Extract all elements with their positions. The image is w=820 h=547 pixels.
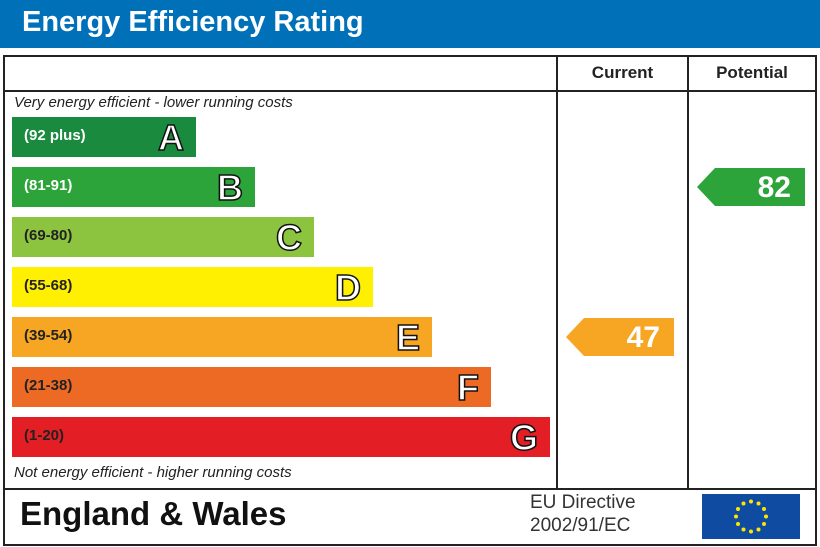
directive-line-1: EU Directive	[530, 492, 636, 513]
band-letter: A	[157, 116, 185, 159]
band-bar-f: (21-38) F	[12, 366, 491, 409]
chart-title: Energy Efficiency Rating	[22, 6, 364, 38]
band-bar-b: (81-91) B	[12, 166, 255, 209]
eu-star	[736, 507, 741, 511]
band-letter: C	[275, 216, 303, 259]
column-divider	[687, 57, 689, 490]
column-divider	[556, 57, 558, 490]
footer-divider	[5, 488, 815, 490]
band-range: (21-38)	[24, 377, 73, 394]
eu-star	[741, 527, 746, 532]
band-range: (81-91)	[24, 177, 73, 194]
band-bar-g: (1-20) G	[12, 416, 550, 459]
band-letter: F	[456, 366, 480, 409]
eu-star	[736, 522, 741, 526]
band-range: (55-68)	[24, 277, 73, 294]
region-label: England & Wales	[20, 495, 287, 532]
band-range: (1-20)	[24, 427, 65, 444]
eu-star	[749, 499, 753, 504]
bottom-note: Not energy efficient - higher running co…	[14, 464, 292, 481]
eu-star	[749, 529, 753, 534]
band-range: (39-54)	[24, 327, 73, 344]
header-row-divider	[5, 90, 815, 92]
current-rating-arrow: 47	[566, 318, 674, 356]
band-bar-e: (39-54) E	[12, 316, 432, 359]
eu-star	[741, 501, 746, 506]
column-header-potential: Potential	[716, 63, 788, 82]
band-bar-c: (69-80) C	[12, 216, 314, 259]
band-letter: E	[395, 316, 421, 359]
rating-table: Current Potential Very energy efficient …	[3, 55, 817, 546]
top-note: Very energy efficient - lower running co…	[14, 94, 293, 111]
potential-rating-value: 82	[757, 171, 791, 204]
band-bar-d: (55-68) D	[12, 266, 373, 309]
header-bar: Energy Efficiency Rating	[0, 0, 820, 48]
eu-flag-icon	[702, 494, 800, 539]
current-rating-value: 47	[626, 321, 660, 354]
band-bar-a: (92 plus) A	[12, 116, 196, 159]
band-letter: G	[509, 416, 539, 459]
eu-star	[756, 501, 761, 506]
eu-star	[764, 514, 768, 519]
band-range: (92 plus)	[24, 127, 86, 144]
eu-star	[734, 514, 738, 519]
eu-star	[761, 507, 766, 511]
potential-rating-arrow: 82	[697, 168, 805, 206]
band-range: (69-80)	[24, 227, 73, 244]
directive-line-2: 2002/91/EC	[530, 515, 631, 536]
column-header-current: Current	[591, 63, 654, 82]
band-letter: B	[216, 166, 244, 209]
eu-star	[761, 522, 766, 526]
eu-star	[756, 527, 761, 532]
band-letter: D	[334, 266, 362, 309]
